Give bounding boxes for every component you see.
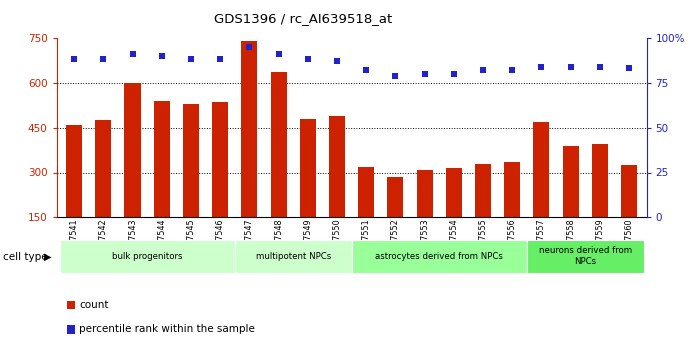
Point — [215, 57, 226, 62]
Bar — [270, 72, 286, 262]
Bar — [235, 240, 351, 273]
Bar — [351, 240, 526, 273]
Bar — [592, 144, 608, 262]
Text: multipotent NPCs: multipotent NPCs — [255, 252, 331, 261]
Point — [419, 71, 430, 77]
Point — [361, 68, 372, 73]
Bar — [446, 168, 462, 262]
Bar — [59, 240, 235, 273]
Text: percentile rank within the sample: percentile rank within the sample — [79, 325, 255, 334]
Point — [156, 53, 167, 59]
Bar — [533, 122, 549, 262]
Point — [565, 64, 576, 69]
Point — [273, 51, 284, 57]
Bar — [504, 162, 520, 262]
Bar — [212, 102, 228, 262]
Point — [302, 57, 313, 62]
Text: cell type: cell type — [3, 252, 48, 262]
Bar — [183, 104, 199, 262]
Point — [186, 57, 197, 62]
Point — [506, 68, 518, 73]
Point — [331, 59, 342, 64]
Point — [390, 73, 401, 78]
Point — [448, 71, 460, 77]
Point — [536, 64, 547, 69]
Bar — [241, 41, 257, 262]
Text: bulk progenitors: bulk progenitors — [112, 252, 182, 261]
Point — [244, 44, 255, 50]
Point — [98, 57, 109, 62]
Bar — [329, 116, 345, 262]
Bar — [124, 83, 141, 262]
Point — [624, 66, 635, 71]
Point — [68, 57, 79, 62]
Bar — [621, 165, 637, 262]
Bar — [387, 177, 404, 262]
Bar — [417, 169, 433, 262]
Point — [594, 64, 605, 69]
Bar — [95, 120, 111, 262]
Text: count: count — [79, 300, 109, 310]
Point — [127, 51, 138, 57]
Text: neurons derived from
NPCs: neurons derived from NPCs — [539, 246, 632, 266]
Bar — [475, 164, 491, 262]
Point — [477, 68, 489, 73]
Bar — [66, 125, 82, 262]
Text: astrocytes derived from NPCs: astrocytes derived from NPCs — [375, 252, 503, 261]
Bar — [299, 119, 316, 262]
Text: ▶: ▶ — [43, 252, 51, 262]
Bar — [358, 167, 374, 262]
Bar — [526, 240, 644, 273]
Bar — [562, 146, 579, 262]
Text: GDS1396 / rc_AI639518_at: GDS1396 / rc_AI639518_at — [215, 12, 393, 25]
Bar — [154, 101, 170, 262]
